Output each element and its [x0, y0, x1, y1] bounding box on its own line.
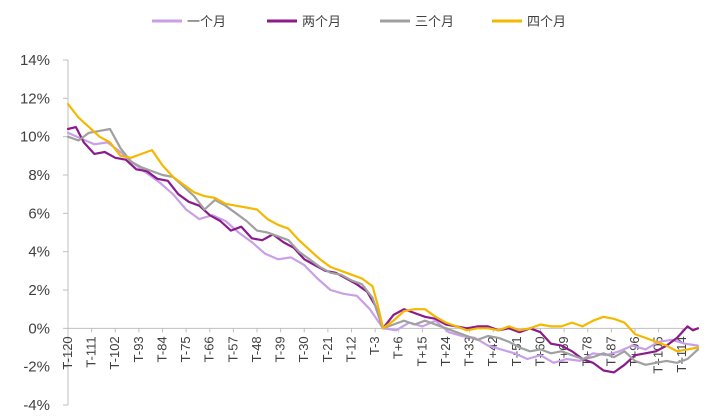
y-tick-label: 12% [20, 90, 50, 107]
x-axis: T-120 T-111 T-102 T-93 T-84 T-75 T-66 T-57 T-48 T… [60, 327, 698, 374]
y-tick-label: -4% [23, 397, 50, 414]
legend: 一个月 两个月 三个月 四个月 [152, 15, 566, 30]
x-tick-label: T-39 [273, 336, 288, 362]
x-tick-label: T+42 [485, 336, 500, 366]
x-tick-label: T+15 [414, 336, 429, 366]
x-tick-label: T+87 [603, 336, 618, 366]
legend-label: 四个月 [527, 15, 566, 30]
x-tick-label: T+105 [651, 336, 666, 373]
x-tick-label: T+60 [533, 336, 548, 366]
x-tick-label: T-84 [155, 336, 170, 362]
series-layer [66, 103, 700, 374]
legend-label: 两个月 [302, 15, 341, 30]
y-tick-label: -2% [23, 359, 50, 376]
x-tick-label: T-48 [249, 336, 264, 362]
x-tick-label: T+24 [438, 336, 453, 366]
x-tick-label: T+33 [462, 336, 477, 366]
series-line-4 [66, 103, 700, 353]
y-tick-label: 2% [28, 282, 50, 299]
x-tick-label: T-93 [131, 336, 146, 362]
x-tick-label: T-21 [320, 336, 335, 362]
x-tick-label: T+6 [391, 336, 406, 359]
y-tick-label: 8% [28, 167, 50, 184]
legend-label: 三个月 [415, 15, 454, 30]
y-tick-label: 0% [28, 320, 50, 337]
y-axis: 14% 12% 10% 8% 6% 4% 2% 0% -2% -4% [20, 52, 69, 414]
y-tick-label: 14% [20, 52, 50, 69]
x-tick-label: T-30 [296, 336, 311, 362]
x-tick-label: T-75 [178, 336, 193, 362]
y-tick-label: 10% [20, 129, 50, 146]
y-tick-label: 4% [28, 244, 50, 261]
y-tick-label: 6% [28, 205, 50, 222]
x-tick-label: T-66 [202, 336, 217, 362]
x-tick-label: T-3 [367, 336, 382, 355]
x-tick-label: T-120 [60, 336, 75, 369]
legend-label: 一个月 [187, 15, 226, 30]
x-tick-label: T-111 [84, 336, 99, 367]
x-tick-label: T-12 [344, 336, 359, 362]
x-tick-label: T-102 [107, 336, 122, 369]
x-tick-label: T-57 [225, 336, 240, 362]
